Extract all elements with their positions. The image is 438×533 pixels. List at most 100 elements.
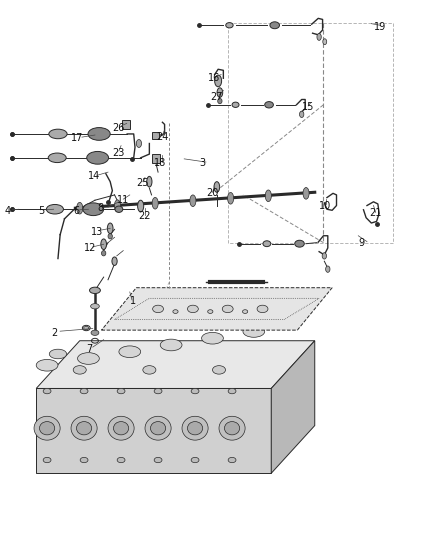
Text: 22: 22 bbox=[138, 211, 151, 221]
Ellipse shape bbox=[187, 422, 203, 435]
Text: 17: 17 bbox=[71, 133, 83, 143]
Ellipse shape bbox=[136, 140, 141, 148]
Text: 15: 15 bbox=[302, 102, 314, 112]
Polygon shape bbox=[36, 341, 315, 389]
Ellipse shape bbox=[201, 333, 223, 344]
Ellipse shape bbox=[49, 349, 67, 359]
Ellipse shape bbox=[71, 416, 97, 440]
Text: 4: 4 bbox=[5, 206, 11, 216]
Ellipse shape bbox=[214, 182, 219, 192]
Ellipse shape bbox=[265, 102, 273, 108]
Text: 10: 10 bbox=[319, 200, 332, 211]
Ellipse shape bbox=[46, 205, 64, 214]
Ellipse shape bbox=[117, 389, 125, 394]
Ellipse shape bbox=[295, 240, 304, 247]
Ellipse shape bbox=[113, 422, 129, 435]
Ellipse shape bbox=[322, 253, 326, 259]
Text: 2: 2 bbox=[51, 328, 58, 338]
Ellipse shape bbox=[187, 305, 198, 313]
Text: 26: 26 bbox=[113, 123, 125, 133]
Ellipse shape bbox=[257, 305, 268, 313]
Ellipse shape bbox=[208, 310, 213, 313]
Ellipse shape bbox=[114, 200, 120, 212]
Polygon shape bbox=[102, 288, 332, 330]
Ellipse shape bbox=[222, 305, 233, 313]
Text: 1: 1 bbox=[130, 296, 136, 306]
Ellipse shape bbox=[212, 366, 226, 374]
Ellipse shape bbox=[36, 359, 58, 371]
Ellipse shape bbox=[115, 206, 123, 213]
Text: 8: 8 bbox=[97, 203, 103, 213]
Ellipse shape bbox=[160, 339, 182, 351]
Ellipse shape bbox=[34, 416, 60, 440]
Ellipse shape bbox=[138, 200, 144, 212]
Ellipse shape bbox=[143, 366, 156, 374]
Ellipse shape bbox=[154, 389, 162, 394]
Text: 12: 12 bbox=[84, 243, 96, 253]
Ellipse shape bbox=[191, 389, 199, 394]
Text: 25: 25 bbox=[136, 177, 149, 188]
FancyBboxPatch shape bbox=[152, 154, 160, 163]
Ellipse shape bbox=[43, 457, 51, 463]
Text: 20: 20 bbox=[206, 188, 218, 198]
Ellipse shape bbox=[48, 153, 66, 163]
Ellipse shape bbox=[243, 326, 265, 337]
Text: 9: 9 bbox=[358, 238, 364, 248]
Text: 24: 24 bbox=[156, 132, 168, 142]
Text: 7: 7 bbox=[86, 344, 92, 354]
Ellipse shape bbox=[80, 457, 88, 463]
Ellipse shape bbox=[89, 287, 100, 294]
Ellipse shape bbox=[43, 389, 51, 394]
Ellipse shape bbox=[91, 304, 99, 309]
Ellipse shape bbox=[87, 151, 109, 164]
Ellipse shape bbox=[77, 422, 92, 435]
Text: 3: 3 bbox=[199, 158, 205, 168]
Text: 21: 21 bbox=[369, 208, 381, 219]
Ellipse shape bbox=[217, 88, 223, 98]
Text: 19: 19 bbox=[374, 22, 386, 32]
Ellipse shape bbox=[228, 457, 236, 463]
Ellipse shape bbox=[107, 223, 113, 233]
Ellipse shape bbox=[83, 203, 104, 216]
Ellipse shape bbox=[147, 176, 152, 187]
Ellipse shape bbox=[228, 389, 236, 394]
Ellipse shape bbox=[300, 111, 304, 117]
Text: 16: 16 bbox=[208, 73, 220, 83]
Text: 11: 11 bbox=[117, 195, 129, 205]
FancyBboxPatch shape bbox=[152, 132, 159, 139]
Ellipse shape bbox=[145, 416, 171, 440]
Text: 5: 5 bbox=[39, 206, 45, 216]
Ellipse shape bbox=[191, 457, 199, 463]
Ellipse shape bbox=[219, 416, 245, 440]
Ellipse shape bbox=[224, 422, 240, 435]
Ellipse shape bbox=[77, 203, 83, 214]
Text: 23: 23 bbox=[113, 148, 125, 158]
Ellipse shape bbox=[325, 266, 330, 272]
Ellipse shape bbox=[91, 330, 99, 335]
Polygon shape bbox=[36, 389, 271, 473]
Ellipse shape bbox=[154, 457, 162, 463]
Ellipse shape bbox=[73, 366, 86, 374]
Ellipse shape bbox=[117, 457, 125, 463]
Text: 18: 18 bbox=[154, 158, 166, 168]
Ellipse shape bbox=[323, 39, 327, 45]
Ellipse shape bbox=[270, 22, 279, 29]
Ellipse shape bbox=[218, 99, 222, 104]
Ellipse shape bbox=[265, 190, 272, 201]
Ellipse shape bbox=[88, 127, 110, 140]
Ellipse shape bbox=[112, 257, 117, 265]
Ellipse shape bbox=[317, 34, 321, 41]
FancyBboxPatch shape bbox=[122, 120, 130, 128]
Ellipse shape bbox=[80, 389, 88, 394]
Ellipse shape bbox=[226, 22, 233, 28]
Ellipse shape bbox=[190, 195, 196, 207]
Ellipse shape bbox=[108, 233, 113, 239]
Ellipse shape bbox=[84, 326, 89, 329]
Text: 14: 14 bbox=[88, 172, 101, 181]
Ellipse shape bbox=[303, 188, 309, 199]
Text: 13: 13 bbox=[91, 227, 103, 237]
Ellipse shape bbox=[173, 310, 178, 313]
Ellipse shape bbox=[49, 129, 67, 139]
Ellipse shape bbox=[39, 422, 55, 435]
Text: 6: 6 bbox=[73, 206, 79, 216]
